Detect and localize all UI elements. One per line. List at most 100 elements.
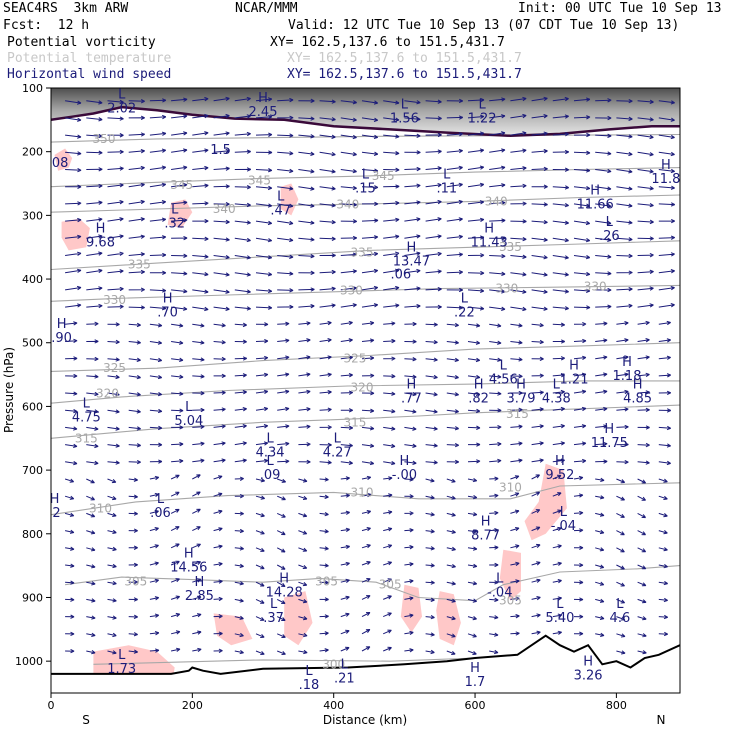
wind-vector <box>595 133 612 138</box>
wind-vector <box>552 167 570 172</box>
wind-vector <box>446 650 456 655</box>
wind-vector <box>86 391 99 397</box>
wind-vector <box>425 374 438 380</box>
wind-vector <box>171 200 188 205</box>
wind-vector <box>637 134 654 140</box>
wind-vector <box>425 357 438 362</box>
wind-vector <box>658 320 671 326</box>
wind-vector <box>298 424 311 429</box>
wind-vector <box>552 220 569 225</box>
wind-vector <box>616 203 633 208</box>
wind-vector <box>361 408 375 413</box>
wind-vector <box>404 511 414 516</box>
wind-vector <box>277 151 294 156</box>
wind-vector <box>383 167 400 173</box>
wind-vector <box>616 237 633 242</box>
stratosphere-shading <box>51 88 680 136</box>
wind-vector <box>404 100 421 105</box>
wind-vector <box>531 114 548 119</box>
wind-vector <box>616 98 633 104</box>
wind-vector <box>65 648 75 654</box>
wind-vector <box>86 460 99 466</box>
wind-vector <box>467 494 478 500</box>
wind-vector <box>107 200 124 205</box>
wind-vector <box>361 338 375 343</box>
wind-vector <box>65 373 78 379</box>
wind-vector <box>65 356 78 361</box>
wind-vector <box>467 340 481 345</box>
wind-vector <box>128 562 138 568</box>
wind-vector <box>64 529 75 534</box>
wind-vector <box>489 528 499 533</box>
wind-vector <box>531 149 548 154</box>
wind-vector <box>170 578 180 583</box>
wind-vector <box>234 424 247 429</box>
wind-vector <box>595 512 605 517</box>
theta-label: 330 <box>103 293 126 307</box>
wind-vector <box>637 236 654 241</box>
wind-vector <box>234 185 251 190</box>
wind-vector <box>255 424 269 429</box>
wind-vector <box>86 321 99 327</box>
wind-vector <box>658 495 668 500</box>
hl-letter: H <box>583 655 593 670</box>
wind-vector <box>149 527 159 532</box>
wind-vector <box>149 98 167 103</box>
wind-vector <box>531 526 541 532</box>
wind-vector <box>340 612 350 618</box>
wind-vector <box>319 151 336 157</box>
wind-vector <box>319 546 329 551</box>
wind-vector <box>170 630 181 635</box>
hl-letter: H <box>481 514 491 529</box>
wind-vector <box>446 340 459 345</box>
wind-vector <box>234 615 244 620</box>
wind-vector <box>149 596 160 601</box>
hl-letter: L <box>606 215 614 230</box>
wind-vector <box>298 372 311 377</box>
wind-vector <box>277 424 290 429</box>
wind-vector <box>531 509 541 514</box>
wind-vector <box>658 168 675 174</box>
theta-label: 325 <box>343 352 366 366</box>
theta-label: 330 <box>340 284 363 298</box>
wind-vector <box>595 495 605 500</box>
wind-vector <box>425 632 435 637</box>
theta-label: 300 <box>322 657 345 671</box>
wind-vector <box>128 528 138 533</box>
hl-letter: L <box>277 190 285 205</box>
wind-vector <box>340 390 354 395</box>
wind-vector <box>319 407 332 412</box>
wind-vector <box>552 579 562 584</box>
wind-vector <box>361 595 371 600</box>
wind-vector <box>383 561 393 566</box>
wind-vector <box>234 441 247 446</box>
hl-letter: L <box>500 358 508 373</box>
wind-vector <box>616 564 625 570</box>
hl-letter: H <box>604 422 614 437</box>
init-time: Init: 00 UTC Tue 10 Sep 13 <box>518 1 722 16</box>
hl-value: 14.56 <box>170 560 207 575</box>
wind-vector <box>361 151 379 156</box>
wind-vector <box>637 564 647 570</box>
wind-vector <box>552 272 569 277</box>
wind-vector <box>467 200 485 205</box>
wind-vector <box>128 459 141 465</box>
wind-vector <box>404 133 421 138</box>
wind-vector <box>171 148 188 153</box>
wind-vector <box>425 512 435 517</box>
wind-vector <box>446 305 464 310</box>
wind-vector <box>573 597 584 602</box>
wind-vector <box>446 495 456 500</box>
wind-vector <box>192 491 201 497</box>
wind-vector <box>361 629 371 635</box>
wind-vector <box>446 581 456 586</box>
wind-vector <box>65 117 82 122</box>
wind-vector <box>467 442 481 447</box>
wind-vector <box>404 596 414 601</box>
wind-vector <box>319 614 329 619</box>
wind-vector <box>192 218 209 224</box>
wind-vector <box>637 320 650 326</box>
wind-vector <box>552 544 562 549</box>
wind-vector <box>510 306 527 312</box>
wind-vector <box>616 134 633 139</box>
